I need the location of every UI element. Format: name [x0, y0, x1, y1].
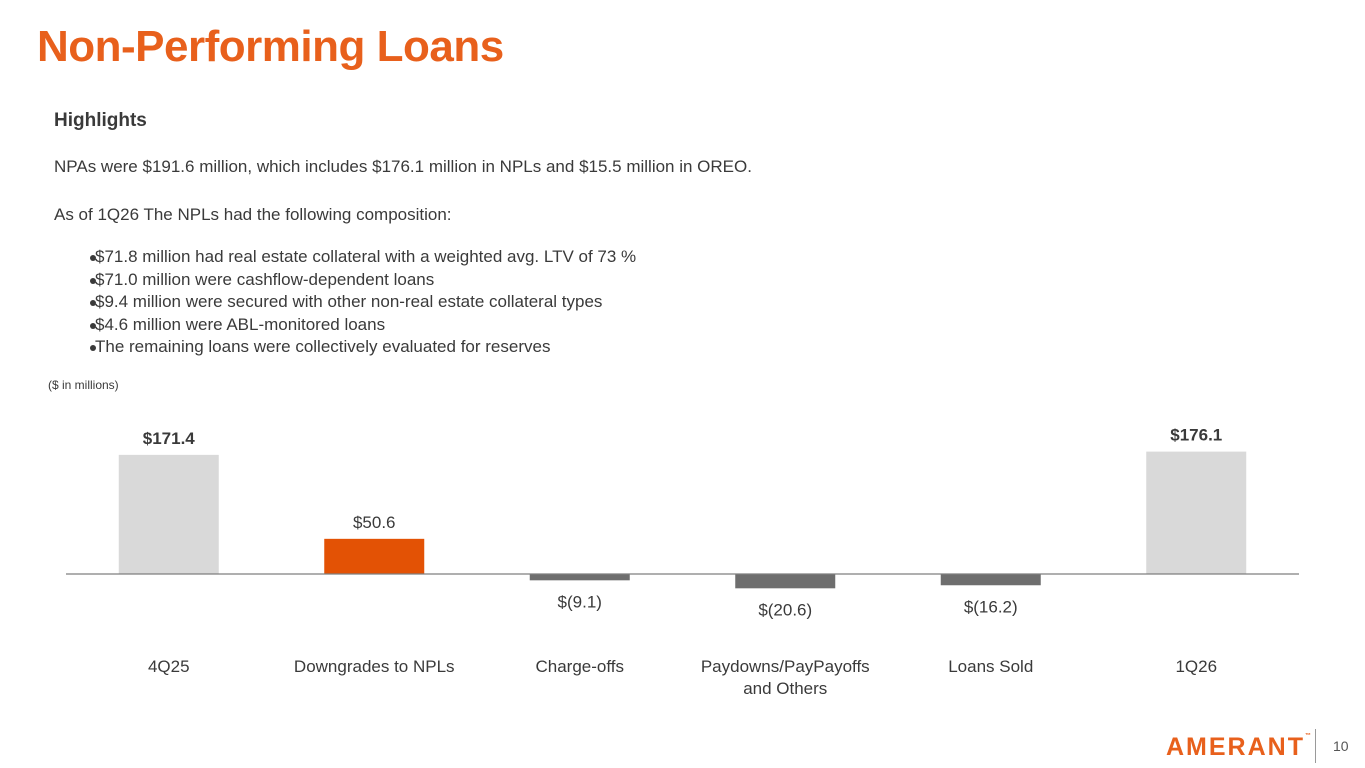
bar-0: [118, 454, 219, 574]
category-label-2: Charge-offs: [535, 657, 624, 676]
composition-lead: As of 1Q26 The NPLs had the following co…: [54, 205, 452, 224]
units-note: ($ in millions): [48, 378, 119, 392]
bar-5: [1146, 451, 1247, 574]
bar-3: [735, 574, 836, 589]
bar-4: [940, 574, 1041, 586]
list-item: $71.0 million were cashflow-dependent lo…: [54, 269, 636, 292]
data-label-1: $50.6: [353, 513, 396, 532]
data-label-3: $(20.6): [758, 600, 812, 619]
category-label-4: Loans Sold: [948, 657, 1033, 676]
data-label-4: $(16.2): [964, 597, 1018, 616]
bullet-icon: [90, 322, 96, 329]
npl-waterfall-chart: $171.4 4Q25 $50.6 Downgrades to NPLs $(9.1) C…: [66, 426, 1299, 698]
data-label-5: $176.1: [1170, 426, 1222, 445]
bullet-icon: [90, 277, 96, 284]
page-number: 10: [1333, 738, 1349, 754]
data-label-2: $(9.1): [558, 592, 602, 611]
list-item: The remaining loans were collectively ev…: [54, 336, 636, 359]
data-label-0: $171.4: [143, 429, 196, 448]
bullet-icon: [90, 300, 96, 306]
list-item: $9.4 million were secured with other non…: [54, 291, 636, 314]
bar-1: [324, 538, 425, 574]
category-label-3: Paydowns/PayPayoffs and Others: [701, 657, 870, 698]
bullet-icon: [90, 255, 96, 261]
page-title: Non-Performing Loans: [37, 22, 504, 71]
list-item: $4.6 million were ABL-monitored loans: [54, 314, 636, 337]
bullet-icon: [90, 345, 96, 351]
list-item: $71.8 million had real estate collateral…: [54, 246, 636, 269]
bar-2: [529, 574, 630, 581]
category-label-1: Downgrades to NPLs: [294, 657, 455, 676]
highlights-heading: Highlights: [54, 110, 147, 131]
composition-list: $71.8 million had real estate collateral…: [54, 246, 636, 359]
npa-summary: NPAs were $191.6 million, which includes…: [54, 157, 752, 176]
footer-divider: [1315, 729, 1316, 763]
amerant-logo: AMERANT™: [1166, 733, 1311, 761]
category-label-5: 1Q26: [1175, 657, 1217, 676]
category-label-0: 4Q25: [148, 657, 190, 676]
